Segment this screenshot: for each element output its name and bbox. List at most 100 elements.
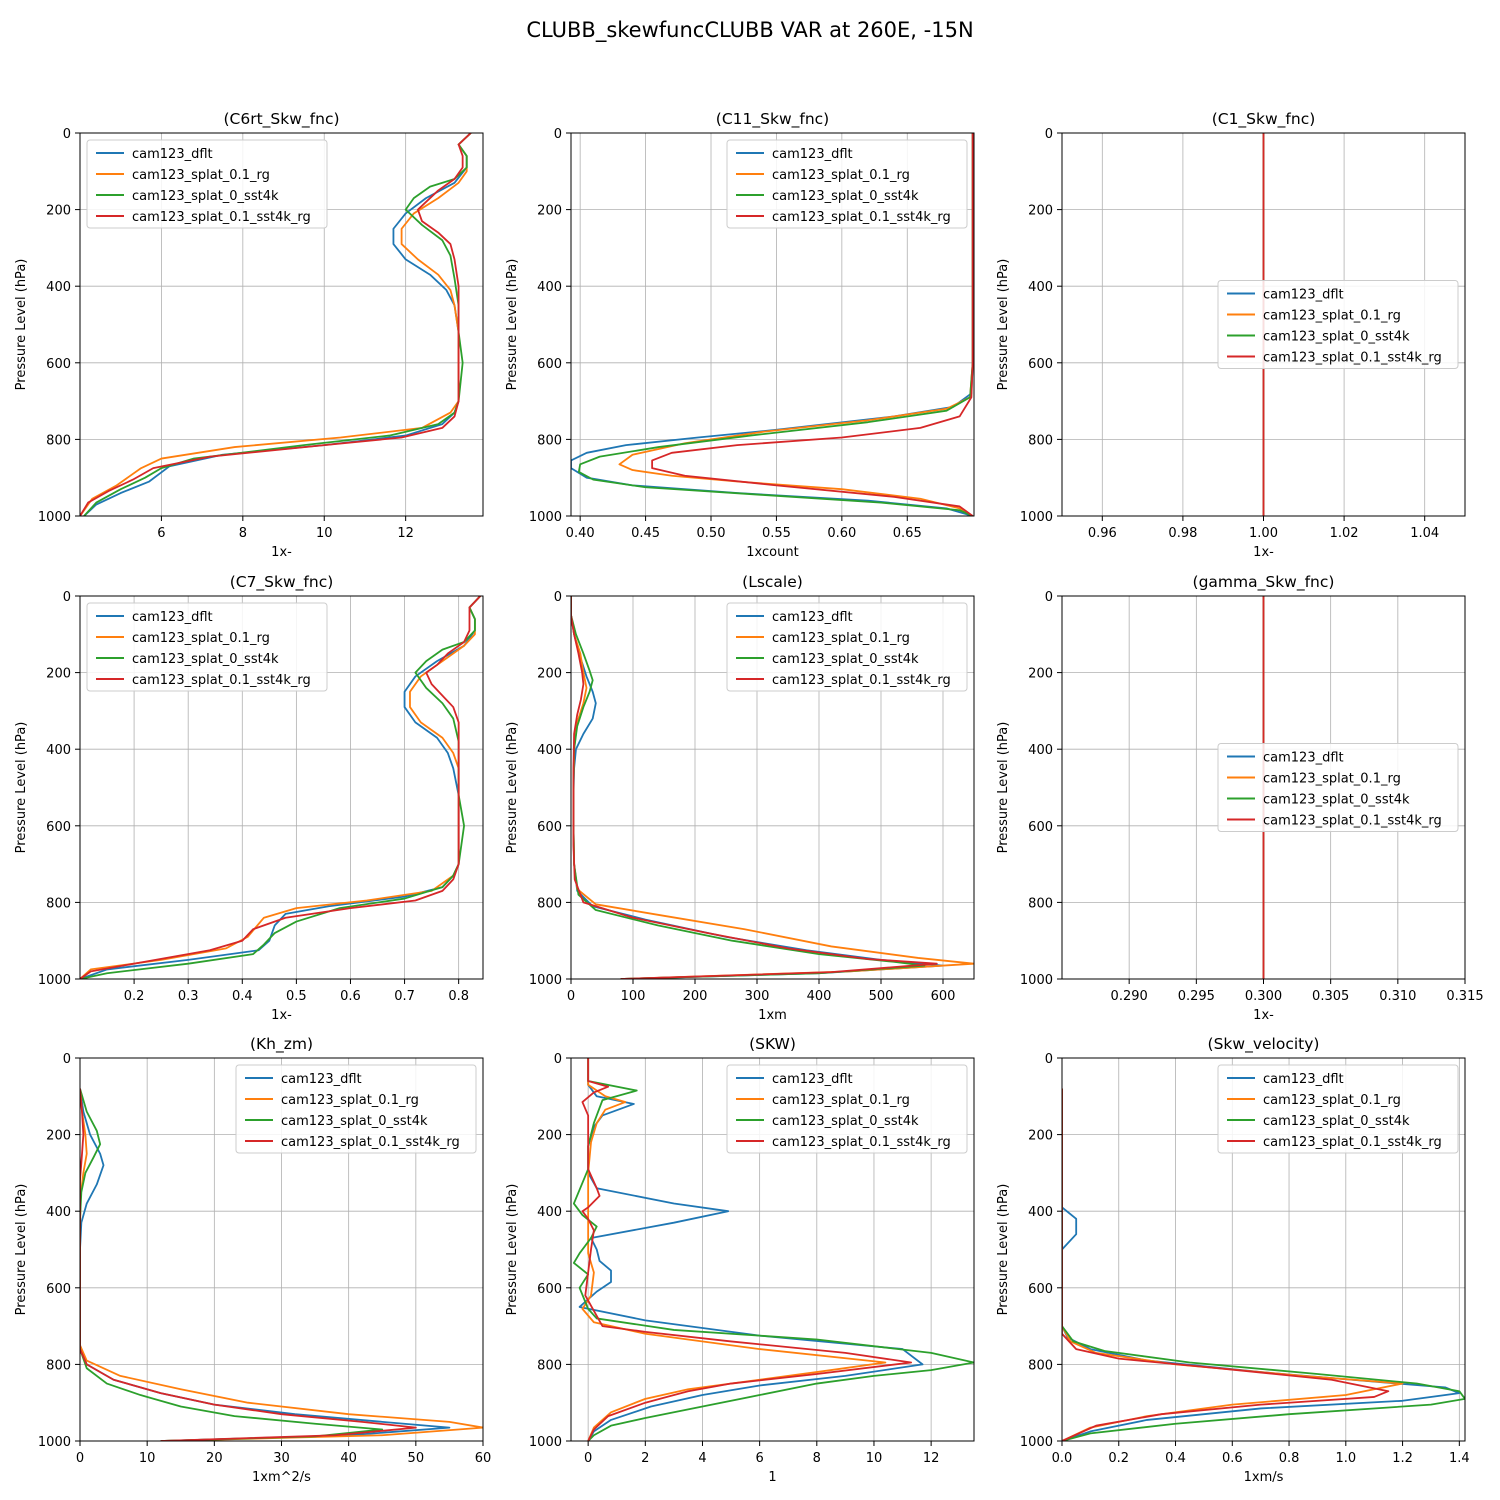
x-tick-label: 4	[698, 1451, 706, 1466]
x-tick-label: 0.50	[697, 526, 726, 541]
y-axis-label: Pressure Level (hPa)	[14, 722, 29, 854]
legend: cam123_dflt cam123_splat_0.1_rg cam123_spl…	[726, 139, 968, 229]
y-tick-label: 0	[1045, 1052, 1053, 1067]
y-tick-label: 1000	[38, 973, 71, 988]
x-tick-label: 0.2	[1108, 1451, 1129, 1466]
legend: cam123_dflt cam123_splat_0.1_rg cam123_spl…	[235, 1064, 477, 1154]
x-axis-label: 1xm^2/s	[252, 1470, 311, 1485]
y-tick-label: 800	[537, 433, 562, 448]
series-line-cam123_splat_0.1_sst4k_rg	[581, 1058, 913, 1441]
y-tick-label: 200	[46, 204, 71, 219]
y-axis-label: Pressure Level (hPa)	[996, 722, 1011, 854]
x-tick-label: 0.4	[1165, 1451, 1186, 1466]
y-axis-label: Pressure Level (hPa)	[996, 1184, 1011, 1316]
series-line-cam123_splat_0_sst4k	[80, 1088, 384, 1441]
panel-title: (Lscale)	[742, 573, 803, 591]
x-tick-label: 0.315	[1446, 989, 1483, 1004]
x-tick-label: 0	[567, 989, 575, 1004]
legend-box	[1217, 743, 1459, 832]
legend-label: cam123_splat_0.1_rg	[132, 168, 270, 183]
y-tick-label: 800	[46, 896, 71, 911]
x-axis-label: 1x-	[271, 1008, 292, 1023]
y-tick-label: 600	[1028, 820, 1053, 835]
panels: 6 8 10 1202004006008001000(C6rt_Skw_fnc)1x-…	[14, 110, 1484, 1485]
y-axis-label: Pressure Level (hPa)	[505, 259, 520, 391]
legend-label: cam123_splat_0.1_rg	[772, 168, 910, 183]
x-tick-label: 10	[866, 1451, 883, 1466]
x-tick-label: 6	[157, 526, 165, 541]
y-tick-label: 400	[537, 280, 562, 295]
y-tick-label: 200	[46, 667, 71, 682]
y-tick-label: 0	[63, 127, 71, 142]
legend: cam123_dflt cam123_splat_0.1_rg cam123_spl…	[1217, 743, 1459, 832]
y-tick-label: 800	[537, 1358, 562, 1373]
legend-label: cam123_splat_0_sst4k	[1263, 330, 1410, 345]
x-tick-label: 0.6	[340, 989, 361, 1004]
x-axis-label: 1xm	[758, 1008, 787, 1023]
legend-label: cam123_splat_0_sst4k	[132, 189, 279, 204]
y-tick-label: 600	[537, 1282, 562, 1297]
legend: cam123_dflt cam123_splat_0.1_rg cam123_spl…	[726, 602, 968, 692]
x-tick-label: 1.00	[1249, 526, 1278, 541]
x-tick-label: 10	[139, 1451, 156, 1466]
y-tick-label: 0	[1045, 127, 1053, 142]
panel-title: (C11_Skw_fnc)	[716, 110, 829, 129]
y-tick-label: 400	[1028, 1205, 1053, 1220]
y-tick-label: 400	[46, 743, 71, 758]
y-tick-label: 800	[1028, 1358, 1053, 1373]
x-tick-label: 1.02	[1330, 526, 1359, 541]
legend-label: cam123_splat_0_sst4k	[1263, 793, 1410, 808]
x-tick-label: 10	[316, 526, 333, 541]
x-tick-label: 0.65	[893, 526, 922, 541]
legend-label: cam123_splat_0_sst4k	[1263, 1114, 1410, 1129]
legend-box	[86, 139, 328, 229]
x-tick-label: 0.3	[178, 989, 199, 1004]
y-tick-label: 1000	[1020, 510, 1053, 525]
x-axis-label: 1x-	[1253, 545, 1274, 560]
x-tick-label: 1.0	[1335, 1451, 1356, 1466]
legend-box	[1217, 280, 1459, 369]
x-tick-label: 0.295	[1178, 989, 1215, 1004]
legend-label: cam123_splat_0_sst4k	[772, 1114, 919, 1129]
x-tick-label: 40	[340, 1451, 357, 1466]
legend-label: cam123_splat_0.1_rg	[132, 631, 270, 646]
plot-frame	[570, 132, 975, 517]
y-tick-label: 400	[46, 1205, 71, 1220]
x-tick-label: 600	[931, 989, 956, 1004]
x-axis-label: 1x-	[1253, 1008, 1274, 1023]
x-tick-label: 50	[408, 1451, 425, 1466]
legend-label: cam123_splat_0.1_rg	[1263, 1093, 1401, 1108]
legend-box	[726, 1064, 968, 1154]
y-tick-label: 800	[1028, 433, 1053, 448]
y-tick-label: 800	[46, 433, 71, 448]
y-tick-label: 200	[537, 1129, 562, 1144]
panel-title: (C7_Skw_fnc)	[230, 573, 334, 592]
y-tick-label: 0	[554, 127, 562, 142]
x-tick-label: 500	[869, 989, 894, 1004]
x-tick-label: 60	[475, 1451, 492, 1466]
x-tick-label: 0.40	[566, 526, 595, 541]
x-tick-label: 0.305	[1312, 989, 1349, 1004]
legend-box	[86, 602, 328, 692]
panel-title: (C6rt_Skw_fnc)	[223, 110, 339, 129]
legend: cam123_dflt cam123_splat_0.1_rg cam123_spl…	[1217, 280, 1459, 369]
legend-label: cam123_splat_0.1_sst4k_rg	[132, 673, 311, 688]
y-tick-label: 1000	[38, 510, 71, 525]
y-tick-label: 600	[1028, 1282, 1053, 1297]
legend-box	[1217, 1064, 1459, 1154]
y-tick-label: 400	[46, 280, 71, 295]
x-tick-label: 1.04	[1410, 526, 1439, 541]
legend-label: cam123_splat_0.1_rg	[772, 631, 910, 646]
panel-4: 0 100 200 300 400 500 600 0 200 400 600 800 1000 (Lsc…	[505, 573, 975, 1023]
figure-title: CLUBB_skewfuncCLUBB VAR at 260E, -15N	[526, 18, 973, 43]
legend-label: cam123_splat_0.1_sst4k_rg	[772, 210, 951, 225]
panel-3: 0.2 0.3 0.4 0.5 0.6 0.7 0.8 0 200 400 600 800 1000 (C…	[14, 573, 484, 1023]
x-tick-label: 6	[755, 1451, 763, 1466]
y-tick-label: 200	[46, 1129, 71, 1144]
x-tick-label: 0.45	[631, 526, 660, 541]
panel-5: 0.290 0.295 0.300 0.305 0.310 0.315 0 200 400 600…	[996, 573, 1484, 1023]
y-tick-label: 200	[1028, 204, 1053, 219]
y-tick-label: 600	[537, 357, 562, 372]
legend-label: cam123_dflt	[281, 1072, 362, 1087]
